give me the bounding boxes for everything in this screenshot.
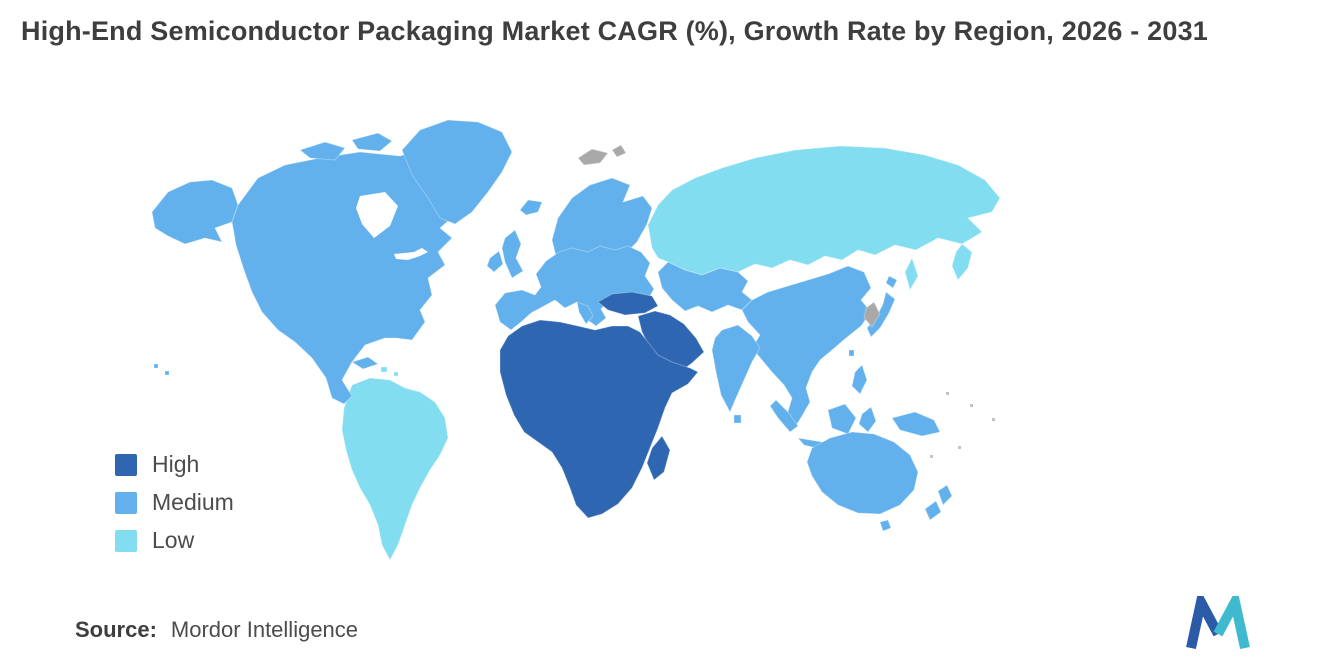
legend-item-low: Low — [115, 527, 234, 554]
island-dot — [930, 455, 933, 458]
region-hawaii — [153, 363, 170, 376]
region-south-america — [341, 377, 449, 561]
regions-low — [341, 145, 1001, 561]
region-turkey — [597, 291, 659, 316]
legend-swatch-high — [115, 453, 137, 476]
legend-swatch-low — [115, 529, 137, 552]
regions-medium — [151, 119, 953, 532]
source-line: Source: Mordor Intelligence — [75, 617, 358, 643]
legend-item-high: High — [115, 451, 234, 478]
legend-item-medium: Medium — [115, 489, 234, 516]
region-alaska — [151, 179, 239, 245]
region-british-isles — [486, 229, 524, 279]
region-svalbard — [577, 144, 627, 166]
island-dot — [970, 404, 973, 407]
legend-swatch-medium — [115, 491, 137, 514]
region-new-guinea — [891, 411, 941, 437]
region-new-zealand — [924, 484, 953, 521]
region-iceland — [519, 199, 543, 216]
chart-title: High-End Semiconductor Packaging Market … — [21, 16, 1209, 46]
great-lakes — [394, 248, 428, 260]
region-russia — [647, 145, 1001, 276]
hudson-bay — [356, 192, 398, 238]
source-text: Mordor Intelligence — [170, 617, 359, 642]
legend-label-medium: Medium — [152, 489, 234, 515]
region-africa — [499, 319, 699, 519]
legend: High Medium Low — [115, 451, 234, 554]
region-philippines — [848, 349, 868, 395]
logo-stroke-left — [1186, 596, 1223, 650]
region-madagascar — [646, 435, 671, 481]
legend-label-low: Low — [152, 527, 195, 553]
regions-no-data — [577, 144, 881, 328]
legend-label-high: High — [152, 451, 200, 477]
region-australia — [806, 431, 919, 515]
logo-stroke-right — [1213, 596, 1250, 650]
region-central-asia — [657, 261, 753, 313]
island-dot — [958, 446, 961, 449]
region-caribbean-islands — [380, 366, 399, 377]
island-dot — [946, 392, 949, 395]
island-dot — [992, 418, 995, 421]
inland-water — [356, 192, 428, 260]
source-label: Source: — [75, 617, 157, 642]
region-north-korea — [863, 301, 881, 328]
region-kamchatka — [951, 243, 973, 281]
mordor-intelligence-logo — [1186, 596, 1250, 650]
region-sri-lanka — [733, 414, 742, 424]
region-cuba — [351, 356, 379, 370]
regions-high — [499, 291, 705, 519]
region-europe — [494, 245, 655, 331]
region-italy — [576, 301, 594, 325]
region-tasmania — [879, 519, 892, 532]
region-india — [711, 324, 761, 413]
pacific-islands — [930, 392, 995, 458]
region-canadian-arctic-islands — [299, 132, 393, 161]
region-greenland — [401, 119, 513, 225]
region-sakhalin — [904, 257, 919, 291]
region-east-asia — [741, 265, 872, 431]
